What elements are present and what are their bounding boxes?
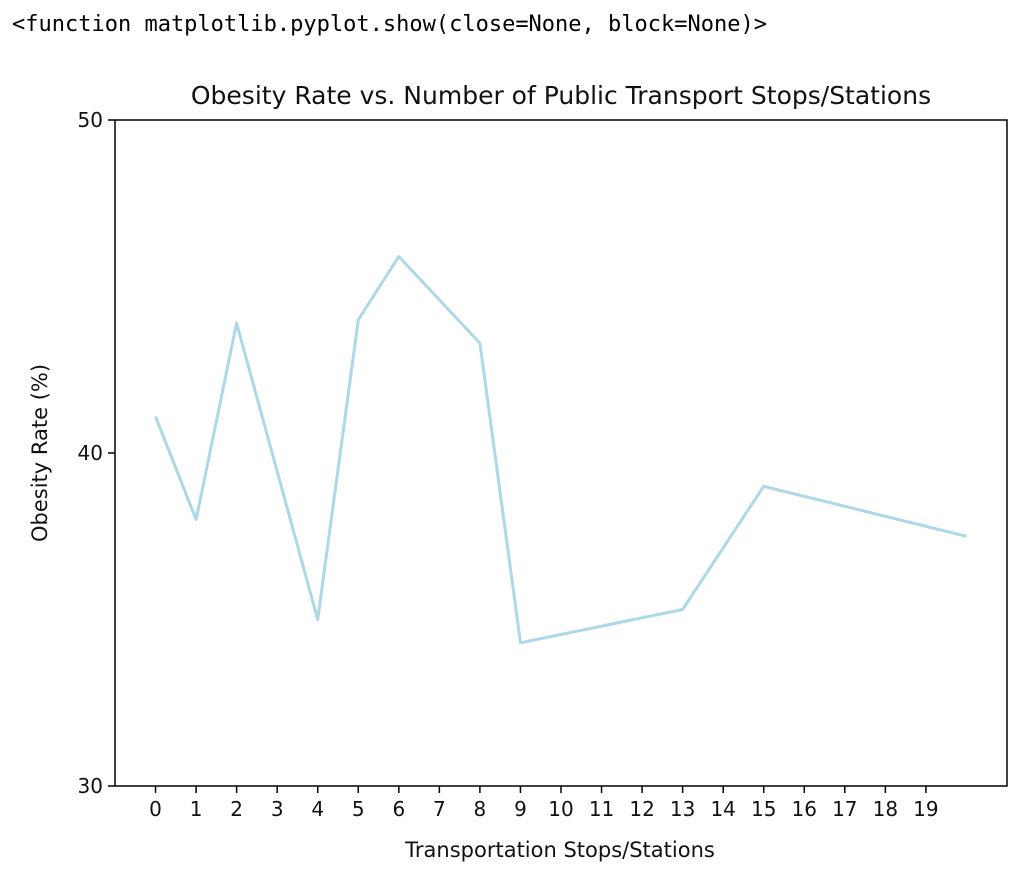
- x-tick-label: 5: [352, 797, 365, 821]
- x-tick-label: 4: [311, 797, 324, 821]
- x-tick-label: 2: [230, 797, 243, 821]
- cell-output-text: <function matplotlib.pyplot.show(close=N…: [12, 12, 767, 37]
- x-tick-label: 3: [271, 797, 284, 821]
- plot-frame: [114, 119, 1008, 787]
- x-tick-label: 15: [751, 797, 776, 821]
- x-tick-label: 17: [832, 797, 857, 821]
- x-tick-label: 18: [873, 797, 898, 821]
- x-tick-label: 7: [433, 797, 446, 821]
- x-axis: 0 1 2 3 4 5 6 7 8 9 10 11 12 13 14 15 16 17 18 19: [149, 786, 939, 821]
- x-tick-label: 0: [149, 797, 162, 821]
- x-tick-label: 6: [392, 797, 405, 821]
- y-tick-label: 50: [78, 108, 103, 132]
- x-tick-label: 9: [514, 797, 527, 821]
- y-axis: 30 40 50: [78, 108, 115, 798]
- x-tick-label: 11: [589, 797, 614, 821]
- x-tick-label: 8: [474, 797, 487, 821]
- chart-title: Obesity Rate vs. Number of Public Transp…: [191, 81, 931, 110]
- x-tick-label: 16: [792, 797, 817, 821]
- x-tick-label: 1: [190, 797, 203, 821]
- x-tick-label: 12: [629, 797, 654, 821]
- y-axis-label: Obesity Rate (%): [28, 364, 52, 542]
- y-tick-label: 40: [78, 441, 103, 465]
- y-tick-label: 30: [78, 774, 103, 798]
- x-tick-label: 13: [670, 797, 695, 821]
- x-axis-label: Transportation Stops/Stations: [404, 838, 715, 862]
- series-line: [154, 255, 967, 645]
- x-tick-label: 14: [710, 797, 735, 821]
- x-tick-label: 19: [913, 797, 938, 821]
- x-tick-label: 10: [548, 797, 573, 821]
